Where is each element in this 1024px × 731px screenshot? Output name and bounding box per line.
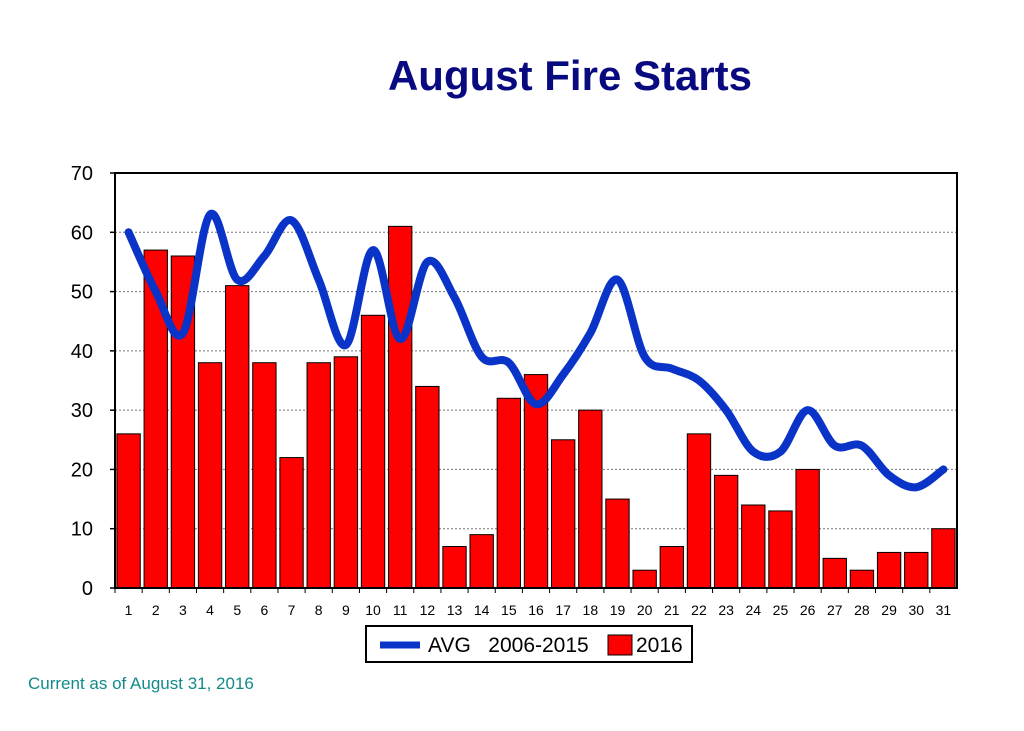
bar-2016-day-26 <box>795 468 820 589</box>
x-tick-label: 19 <box>610 602 626 618</box>
bar-2016-day-29 <box>876 551 902 589</box>
x-tick-label: 13 <box>447 602 463 618</box>
y-tick-label: 50 <box>71 282 93 304</box>
footnote: Current as of August 31, 2016 <box>28 674 254 693</box>
x-tick-label: 30 <box>908 602 924 618</box>
legend-2016-label: 2016 <box>636 634 683 657</box>
legend-box <box>365 625 693 663</box>
bar-2016-day-22 <box>686 433 712 589</box>
bar-2016-day-11 <box>388 225 413 589</box>
chart-title: August Fire Starts <box>387 52 753 99</box>
x-tick-label: 4 <box>206 602 214 618</box>
bar-2016-day-31 <box>931 528 956 589</box>
x-tick-label: 8 <box>315 602 323 618</box>
x-tick-label: 6 <box>260 602 268 618</box>
bar-2016-day-4 <box>197 362 223 589</box>
bar-2016-day-17 <box>550 439 576 589</box>
bar-2016-day-27 <box>822 557 847 589</box>
avg-line-layer <box>124 209 948 492</box>
y-tick-label: 0 <box>82 578 93 600</box>
avg-line <box>124 209 948 492</box>
x-tick-label: 22 <box>691 602 707 618</box>
y-tick-label: 10 <box>71 519 93 541</box>
y-tick-label: 30 <box>71 400 93 422</box>
x-tick-label: 20 <box>637 602 653 618</box>
bar-2016-day-1 <box>116 433 141 589</box>
bar-2016-day-14 <box>469 534 494 589</box>
legend: AVG 2006-2015 2016 <box>365 625 693 663</box>
x-tick-label: 10 <box>365 602 381 618</box>
x-tick-label: 1 <box>125 602 133 618</box>
bar-2016-day-10 <box>360 314 386 589</box>
bar-2016-day-25 <box>768 510 793 589</box>
y-axis-ticks: 0 10 20 30 40 50 60 70 <box>71 163 115 600</box>
bar-2016-day-6 <box>252 362 277 589</box>
x-tick-label: 31 <box>936 602 952 618</box>
bars-2016 <box>116 225 956 589</box>
bar-2016-day-8 <box>306 362 331 589</box>
legend-2016-swatch <box>607 634 633 656</box>
x-tick-label: 25 <box>773 602 789 618</box>
x-tick-label: 17 <box>555 602 571 618</box>
bar-2016-day-12 <box>415 385 440 589</box>
x-tick-label: 18 <box>583 602 599 618</box>
y-tick-label: 40 <box>71 341 93 363</box>
x-tick-label: 5 <box>233 602 241 618</box>
x-tick-label: 23 <box>718 602 734 618</box>
y-tick-label: 20 <box>71 459 93 481</box>
bar-2016-day-28 <box>849 569 875 589</box>
bar-2016-day-23 <box>713 474 739 589</box>
x-tick-label: 11 <box>393 602 408 618</box>
bar-2016-day-20 <box>632 569 657 589</box>
x-tick-label: 3 <box>179 602 187 618</box>
x-tick-label: 29 <box>881 602 897 618</box>
bar-2016-day-24 <box>741 504 766 589</box>
x-tick-label: 15 <box>501 602 517 618</box>
x-tick-label: 26 <box>800 602 816 618</box>
bar-2016-day-9 <box>333 356 359 589</box>
x-tick-label: 7 <box>288 602 296 618</box>
bar-2016-day-18 <box>578 409 603 589</box>
x-tick-label: 21 <box>664 602 680 618</box>
bar-2016-day-21 <box>659 546 684 589</box>
bar-2016-day-5 <box>225 285 250 589</box>
bar-2016-day-15 <box>496 397 522 589</box>
x-tick-label: 14 <box>474 602 490 618</box>
bar-2016-day-19 <box>605 498 630 589</box>
bar-2016-day-7 <box>279 457 304 589</box>
x-tick-label: 2 <box>152 602 160 618</box>
x-tick-label: 9 <box>342 602 350 618</box>
plot-area-frame <box>114 172 958 589</box>
x-tick-label: 16 <box>528 602 544 618</box>
x-axis-ticks: 1 2 3 4 5 6 7 8 9 10 11 12 13 14 15 16 17 18 19 20 21 22 23 24 2… <box>114 588 952 618</box>
bar-2016-day-13 <box>442 546 467 589</box>
x-tick-label: 27 <box>827 602 843 618</box>
y-tick-label: 70 <box>71 163 93 185</box>
y-tick-label: 60 <box>71 222 93 244</box>
x-tick-label: 24 <box>746 602 762 618</box>
legend-avg-label: AVG 2006-2015 <box>428 634 589 657</box>
x-tick-label: 12 <box>420 602 436 618</box>
x-tick-label: 28 <box>854 602 870 618</box>
bar-2016-day-30 <box>904 551 929 589</box>
